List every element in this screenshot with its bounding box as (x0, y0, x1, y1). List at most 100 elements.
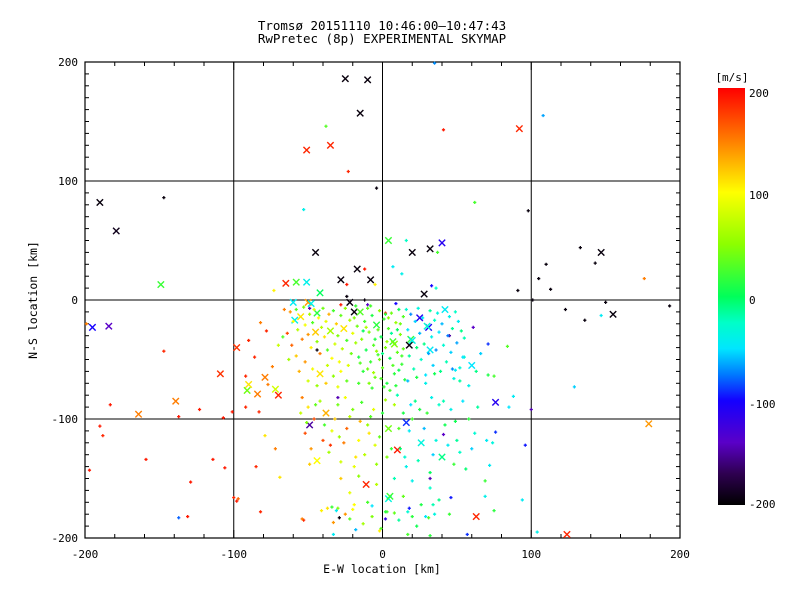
data-point (380, 351, 385, 356)
colorbar-unit-label: [m/s] (715, 71, 749, 84)
data-point (236, 497, 240, 501)
data-point (84, 322, 89, 326)
data-point (459, 329, 463, 333)
data-point (346, 298, 354, 307)
data-point (409, 403, 413, 407)
data-point (337, 276, 345, 284)
data-point (315, 384, 319, 388)
data-point (424, 373, 428, 377)
colorbar-tick-label: 200 (749, 87, 769, 100)
data-point (318, 351, 322, 356)
data-point (389, 311, 394, 315)
data-point (334, 322, 338, 326)
data-point (427, 516, 431, 520)
data-point (380, 366, 385, 370)
data-point (428, 309, 432, 313)
data-point (352, 465, 356, 469)
data-point (221, 416, 225, 420)
data-point (531, 298, 535, 302)
data-point (316, 289, 324, 297)
data-point (467, 384, 471, 388)
data-point (419, 503, 423, 507)
data-point (273, 447, 277, 451)
data-point (434, 438, 438, 443)
data-point (257, 410, 261, 414)
data-point (461, 355, 465, 359)
data-point (374, 462, 379, 466)
data-point (244, 405, 248, 409)
data-point (453, 368, 457, 372)
data-point (397, 307, 401, 312)
data-point (356, 308, 364, 316)
colorbar-tick-label: -100 (749, 397, 776, 411)
data-point (271, 385, 280, 393)
data-point (157, 280, 165, 289)
data-point (431, 363, 435, 368)
data-point (291, 316, 299, 324)
data-point (400, 354, 404, 358)
data-point (406, 510, 410, 514)
data-point (425, 411, 429, 415)
data-point (327, 450, 331, 454)
data-point (308, 306, 312, 310)
data-point (339, 369, 343, 373)
data-point (395, 393, 399, 397)
data-point (351, 507, 355, 512)
data-point (247, 338, 251, 343)
data-point (409, 312, 413, 316)
data-point (325, 506, 330, 510)
data-point (274, 391, 283, 399)
data-point (306, 405, 310, 409)
data-point (395, 350, 399, 354)
data-point (363, 453, 367, 457)
data-point (374, 349, 379, 353)
data-point (162, 349, 166, 353)
data-point (609, 310, 617, 318)
data-point (456, 319, 460, 324)
data-point (308, 462, 312, 466)
data-point (312, 417, 316, 421)
data-point (418, 331, 422, 335)
data-point (441, 432, 446, 437)
data-point (356, 109, 364, 117)
data-point (258, 321, 263, 325)
data-point (476, 405, 480, 409)
data-point (361, 329, 365, 333)
data-point (393, 446, 402, 454)
data-point (311, 248, 320, 257)
data-point (343, 512, 347, 516)
data-point (321, 306, 325, 310)
data-point (400, 362, 404, 366)
data-point (392, 511, 396, 515)
data-point (302, 146, 311, 154)
data-point (352, 316, 356, 320)
data-point (336, 403, 340, 407)
data-point (309, 346, 313, 350)
data-point (253, 390, 262, 398)
data-point (394, 321, 398, 325)
data-point (446, 443, 450, 447)
data-point (422, 342, 426, 346)
data-point (437, 498, 441, 502)
data-point (537, 276, 541, 281)
data-point (334, 509, 338, 513)
data-point (401, 411, 405, 415)
data-point (432, 318, 437, 322)
data-point (330, 429, 334, 433)
data-point (326, 141, 335, 149)
data-point (470, 447, 474, 451)
data-point (384, 236, 393, 245)
data-point (441, 128, 446, 132)
data-point (366, 423, 370, 427)
data-point (272, 288, 276, 293)
data-point (374, 482, 379, 487)
data-point (324, 381, 328, 385)
data-point (371, 407, 376, 412)
data-point (370, 313, 374, 318)
data-point (287, 357, 291, 362)
data-point (473, 200, 477, 205)
data-point (404, 238, 408, 243)
data-point (302, 278, 311, 286)
data-point (403, 455, 407, 459)
